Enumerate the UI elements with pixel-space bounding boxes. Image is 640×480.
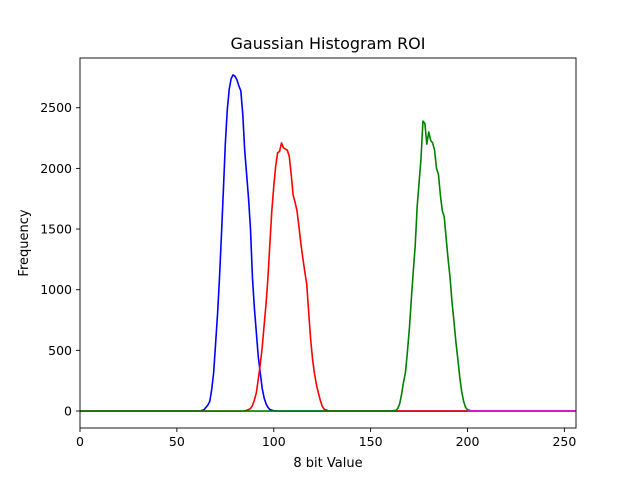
y-tick-label: 1500 (40, 222, 72, 237)
series-line-1 (80, 74, 576, 412)
x-tick-label: 150 (359, 434, 383, 449)
x-tick-label: 200 (456, 434, 480, 449)
y-tick-label: 0 (64, 404, 72, 419)
series-line-2 (80, 142, 576, 412)
x-ticks: 0 50 100 150 200 250 (76, 428, 576, 449)
x-tick-label: 50 (169, 434, 185, 449)
y-tick-label: 2500 (40, 100, 72, 115)
x-tick-label: 100 (262, 434, 286, 449)
y-tick-label: 1000 (40, 282, 72, 297)
series-layer (80, 74, 576, 412)
y-tick-label: 500 (48, 343, 72, 358)
series-line-3 (80, 120, 576, 412)
plot-area (80, 58, 576, 428)
y-axis-label: Frequency (17, 209, 32, 276)
y-tick-label: 2000 (40, 161, 72, 176)
x-tick-label: 0 (76, 434, 84, 449)
plot-frame (79, 57, 577, 429)
chart-title: Gaussian Histogram ROI (230, 34, 425, 53)
y-ticks: 0 500 1000 1500 2000 2500 (40, 100, 80, 419)
x-tick-label: 250 (552, 434, 576, 449)
x-axis-label: 8 bit Value (293, 456, 362, 471)
